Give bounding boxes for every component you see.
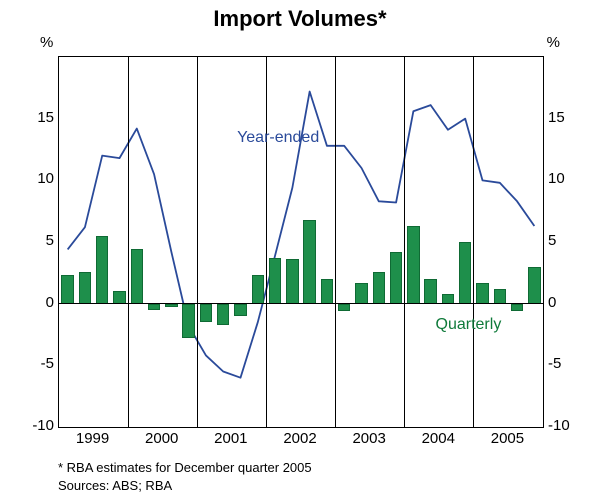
xtick-year: 2001 bbox=[214, 430, 247, 447]
year-divider bbox=[404, 57, 405, 427]
ytick-right: 0 bbox=[548, 294, 598, 311]
ytick-right: 5 bbox=[548, 232, 598, 249]
ytick-left: 10 bbox=[4, 170, 54, 187]
bar-quarterly bbox=[217, 304, 229, 325]
year-divider bbox=[335, 57, 336, 427]
bar-quarterly bbox=[424, 279, 436, 304]
bar-quarterly bbox=[494, 289, 506, 304]
series-label-year-ended: Year-ended bbox=[237, 129, 319, 147]
ytick-right: -5 bbox=[548, 355, 598, 372]
bar-quarterly bbox=[528, 267, 540, 304]
bar-quarterly bbox=[79, 272, 91, 304]
bar-quarterly bbox=[113, 291, 125, 303]
bar-quarterly bbox=[303, 220, 315, 304]
year-divider bbox=[128, 57, 129, 427]
ytick-left: 15 bbox=[4, 109, 54, 126]
bar-quarterly bbox=[182, 304, 194, 339]
bar-quarterly bbox=[459, 242, 471, 304]
xtick-year: 2004 bbox=[422, 430, 455, 447]
bar-quarterly bbox=[61, 275, 73, 303]
xtick-year: 2000 bbox=[145, 430, 178, 447]
plot-area bbox=[58, 56, 544, 428]
bar-quarterly bbox=[511, 304, 523, 311]
y-axis-unit-left: % bbox=[40, 34, 53, 51]
chart-title: Import Volumes* bbox=[0, 6, 600, 32]
ytick-right: 15 bbox=[548, 109, 598, 126]
bar-quarterly bbox=[131, 249, 143, 303]
ytick-right: 10 bbox=[548, 170, 598, 187]
bar-quarterly bbox=[96, 236, 108, 304]
ytick-left: -10 bbox=[4, 417, 54, 434]
chart-frame: { "chart": { "type": "bar+line", "title"… bbox=[0, 0, 600, 501]
zero-baseline bbox=[59, 303, 543, 304]
bar-quarterly bbox=[321, 279, 333, 304]
year-divider bbox=[473, 57, 474, 427]
bar-quarterly bbox=[165, 304, 177, 308]
year-divider bbox=[197, 57, 198, 427]
xtick-year: 2002 bbox=[283, 430, 316, 447]
ytick-left: 5 bbox=[4, 232, 54, 249]
bar-quarterly bbox=[338, 304, 350, 311]
xtick-year: 1999 bbox=[76, 430, 109, 447]
sources: Sources: ABS; RBA bbox=[58, 478, 172, 493]
bar-quarterly bbox=[286, 259, 298, 303]
bar-quarterly bbox=[269, 258, 281, 304]
bar-quarterly bbox=[476, 283, 488, 304]
bar-quarterly bbox=[390, 252, 402, 304]
bar-quarterly bbox=[407, 226, 419, 304]
xtick-year: 2005 bbox=[491, 430, 524, 447]
bar-quarterly bbox=[373, 272, 385, 304]
bar-quarterly bbox=[252, 275, 264, 303]
y-axis-unit-right: % bbox=[547, 34, 560, 51]
ytick-right: -10 bbox=[548, 417, 598, 434]
series-label-quarterly: Quarterly bbox=[436, 316, 502, 334]
ytick-left: -5 bbox=[4, 355, 54, 372]
bar-quarterly bbox=[234, 304, 246, 316]
year-divider bbox=[266, 57, 267, 427]
xtick-year: 2003 bbox=[352, 430, 385, 447]
footnote: * RBA estimates for December quarter 200… bbox=[58, 460, 312, 475]
bar-quarterly bbox=[200, 304, 212, 323]
bar-quarterly bbox=[355, 283, 367, 304]
ytick-left: 0 bbox=[4, 294, 54, 311]
bar-quarterly bbox=[148, 304, 160, 310]
